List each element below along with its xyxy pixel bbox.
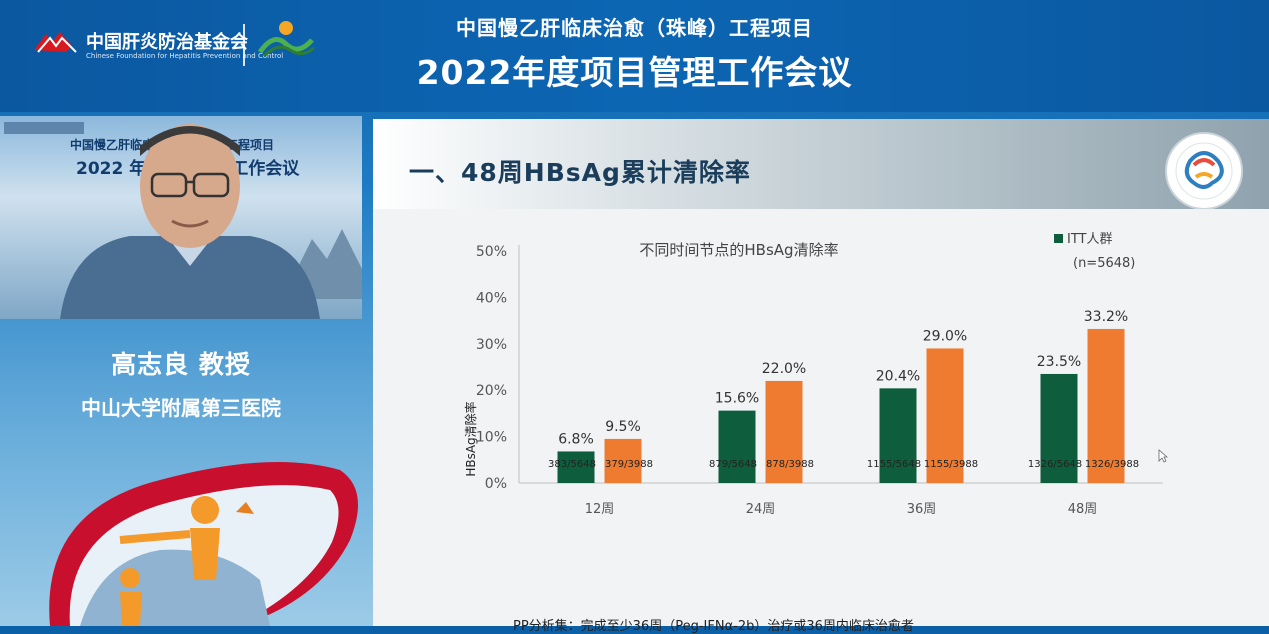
conference-title-line2: 2022年度项目管理工作会议: [416, 53, 853, 92]
y-tick-label: 0%: [485, 476, 507, 492]
count-label: 1155/3988: [924, 459, 978, 470]
x-tick-label: 48周: [1068, 502, 1098, 517]
speaker-organization: 中山大学附属第三医院: [81, 396, 281, 420]
data-label: 6.8%: [558, 431, 594, 447]
logo-divider: [243, 24, 245, 66]
bar: [557, 451, 595, 483]
presentation-slide: 一、48周HBsAg累计清除率 不同时间节点的HBsAg清除率 ITT人群 (n…: [373, 119, 1269, 634]
project-logo: [256, 18, 316, 66]
data-label: 29.0%: [923, 328, 967, 344]
conference-title-line1: 中国慢乙肝临床治愈（珠峰）工程项目: [456, 16, 813, 40]
data-label: 22.0%: [762, 361, 806, 377]
speaker-name: 高志良 教授: [111, 350, 251, 379]
data-label: 33.2%: [1084, 309, 1128, 325]
hospital-logo-icon: [1165, 132, 1243, 210]
count-label: 879/5648: [709, 459, 757, 470]
foundation-emblem-icon: [34, 32, 77, 53]
bar: [926, 348, 964, 483]
count-label: 379/3988: [605, 459, 653, 470]
liver-decoration-icon: [49, 462, 358, 626]
y-tick-label: 10%: [476, 430, 507, 446]
speaker-person-icon: [60, 124, 320, 319]
foundation-name: 中国肝炎防治基金会: [86, 32, 248, 53]
bar: [1087, 328, 1125, 483]
video-backdrop-logo: [4, 122, 84, 134]
count-label: 878/3988: [766, 459, 814, 470]
foundation-logo: 中国肝炎防治基金会 Chinese Foundation for Hepatit…: [32, 22, 283, 66]
count-label: 1326/5648: [1028, 459, 1082, 470]
y-tick-label: 50%: [476, 244, 507, 260]
chart-area: 不同时间节点的HBsAg清除率 ITT人群 (n=5648) HBsAg清除率 …: [373, 209, 1269, 634]
data-label: 9.5%: [605, 419, 641, 435]
slide-title: 一、48周HBsAg累计清除率: [409, 158, 751, 187]
conference-header: 中国肝炎防治基金会 Chinese Foundation for Hepatit…: [0, 0, 1269, 112]
y-axis-label: HBsAg清除率: [463, 401, 478, 476]
bar: [879, 388, 917, 483]
legend-note: (n=5648): [1073, 256, 1135, 271]
legend-label: ITT人群: [1067, 232, 1113, 247]
y-tick-label: 20%: [476, 383, 507, 399]
bar: [765, 380, 803, 483]
chart-legend: ITT人群 (n=5648): [1054, 232, 1135, 271]
x-tick-label: 12周: [585, 502, 615, 517]
slide-header: 一、48周HBsAg累计清除率: [373, 119, 1269, 210]
project-emblem-icon: [257, 21, 315, 58]
speaker-video[interactable]: 中国慢乙肝临床治愈（珠峰）工程项目 2022 年度项目管理工作会议: [0, 116, 362, 319]
legend-swatch: [1054, 234, 1063, 243]
mouse-cursor-icon: [1158, 449, 1168, 463]
data-label: 15.6%: [715, 391, 759, 407]
clearance-rate-chart: 不同时间节点的HBsAg清除率 ITT人群 (n=5648) HBsAg清除率 …: [463, 232, 1163, 517]
y-tick-label: 40%: [476, 290, 507, 306]
x-tick-label: 36周: [907, 502, 937, 517]
count-label: 1155/5648: [867, 459, 921, 470]
chart-footnote: PP分析集：完成至少36周（Peg-IFNα-2b）治疗或36周内临床治愈者: [513, 619, 914, 634]
bar: [718, 410, 756, 483]
y-tick-label: 30%: [476, 337, 507, 353]
data-label: 20.4%: [876, 368, 920, 384]
chart-title: 不同时间节点的HBsAg清除率: [639, 241, 838, 259]
bar: [1040, 373, 1078, 483]
count-label: 1326/3988: [1085, 459, 1139, 470]
foundation-subtitle: Chinese Foundation for Hepatitis Prevent…: [86, 52, 284, 60]
x-tick-label: 24周: [746, 502, 776, 517]
bar: [604, 438, 642, 483]
data-label: 23.5%: [1037, 354, 1081, 370]
count-label: 383/5648: [548, 459, 596, 470]
